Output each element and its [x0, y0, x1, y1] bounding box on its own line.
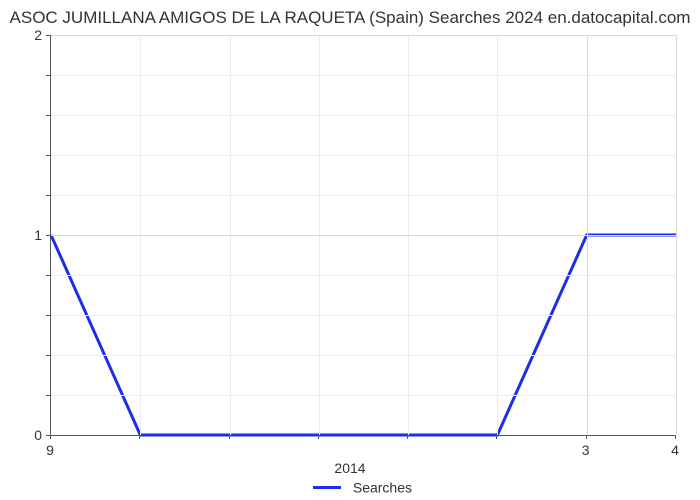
gridline-v: [676, 35, 677, 435]
gridline-h: [51, 355, 676, 356]
y-tick-label: 2: [12, 27, 42, 43]
gridline-h: [51, 235, 676, 236]
x-minor-tick: [496, 435, 497, 439]
gridline-h: [51, 395, 676, 396]
y-minor-tick: [46, 315, 50, 316]
x-axis-title: 2014: [0, 460, 700, 476]
gridline-h: [51, 115, 676, 116]
y-minor-tick: [46, 355, 50, 356]
y-minor-tick: [46, 275, 50, 276]
y-minor-tick: [46, 115, 50, 116]
gridline-h: [51, 35, 676, 36]
series-line: [51, 235, 676, 435]
gridline-h: [51, 75, 676, 76]
y-tick-label: 0: [12, 427, 42, 443]
legend: Searches: [50, 478, 675, 495]
plot-area: [50, 35, 676, 436]
gridline-h: [51, 275, 676, 276]
chart-title: ASOC JUMILLANA AMIGOS DE LA RAQUETA (Spa…: [0, 8, 700, 28]
y-tick-label: 1: [12, 227, 42, 243]
line-chart: ASOC JUMILLANA AMIGOS DE LA RAQUETA (Spa…: [0, 0, 700, 500]
y-minor-tick: [46, 235, 50, 236]
y-minor-tick: [46, 395, 50, 396]
x-minor-tick: [407, 435, 408, 439]
x-minor-tick: [139, 435, 140, 439]
x-tick-label: 3: [582, 442, 590, 458]
gridline-h: [51, 155, 676, 156]
gridline-h: [51, 195, 676, 196]
y-minor-tick: [46, 155, 50, 156]
legend-label: Searches: [353, 479, 412, 495]
x-tick-label: 4: [671, 442, 679, 458]
y-minor-tick: [46, 195, 50, 196]
x-minor-tick: [586, 435, 587, 439]
y-minor-tick: [46, 35, 50, 36]
y-minor-tick: [46, 435, 50, 436]
x-minor-tick: [229, 435, 230, 439]
legend-swatch: [313, 486, 341, 489]
x-minor-tick: [50, 435, 51, 439]
y-minor-tick: [46, 75, 50, 76]
x-minor-tick: [318, 435, 319, 439]
gridline-h: [51, 315, 676, 316]
x-minor-tick: [675, 435, 676, 439]
x-tick-label: 9: [46, 442, 54, 458]
